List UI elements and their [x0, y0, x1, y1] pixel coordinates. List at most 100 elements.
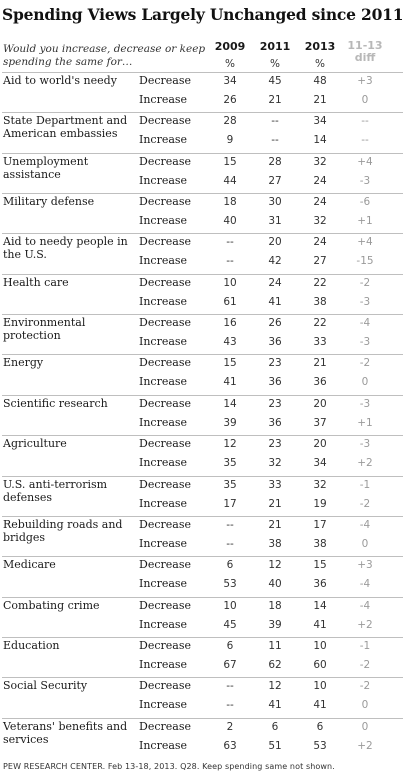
value-cell: 11 [268, 639, 282, 652]
row-divider [2, 354, 403, 356]
value-cell: 6 [226, 639, 234, 652]
row-item-label: Scientific research [3, 396, 108, 410]
survey-question: Would you increase, decrease or keep spe… [3, 43, 206, 68]
row-item-label: U.S. anti-terrorism defenses [3, 477, 108, 504]
row-type-decrease: Decrease [139, 679, 191, 693]
diff-header-line2: diff [354, 51, 376, 64]
row-item-label: Aid to needy people in the U.S. [3, 235, 128, 262]
row-item-label: State Department and American embassies [3, 114, 128, 141]
diff-cell: -4 [359, 599, 371, 612]
row-divider [2, 193, 403, 195]
row-divider [2, 152, 403, 154]
row-type-decrease: Decrease [139, 154, 191, 168]
row-item-label: Education [3, 638, 60, 652]
row-item-label: Social Security [3, 679, 88, 693]
diff-cell: 0 [361, 537, 369, 550]
value-cell: 9 [226, 134, 234, 147]
value-cell: 27 [313, 255, 327, 268]
value-cell: 61 [223, 295, 237, 308]
diff-cell: -6 [359, 196, 371, 209]
value-cell: 12 [268, 559, 282, 572]
table-row: Aid to needy people in the U.S. Decrease -… [0, 233, 405, 273]
value-cell: 24 [313, 174, 327, 187]
row-type-decrease: Decrease [139, 356, 191, 370]
unit-label-2009: % [225, 58, 235, 70]
row-divider [2, 596, 403, 598]
diff-cell: -2 [359, 276, 371, 289]
table-row: Energy Decrease 15 23 21 -2 Increase 41 36 36 0 [0, 354, 405, 394]
row-type-decrease: Decrease [139, 316, 191, 330]
row-divider [2, 636, 403, 638]
row-type-increase: Increase [139, 93, 188, 106]
row-type-decrease: Decrease [139, 598, 191, 612]
row-type-decrease: Decrease [139, 114, 191, 128]
value-cell: 41 [223, 376, 237, 389]
table-row: Health care Decrease 10 24 22 -2 Increase 61 41 3… [0, 273, 405, 314]
value-cell: 17 [313, 518, 327, 531]
row-type-increase: Increase [139, 617, 188, 631]
value-cell: 28 [223, 115, 237, 128]
value-cell: 38 [268, 537, 282, 550]
value-cell: 30 [268, 196, 282, 209]
value-cell: 23 [268, 357, 282, 370]
row-item-label: Medicare [3, 558, 56, 572]
value-cell: 37 [313, 416, 327, 429]
value-cell: 21 [268, 518, 282, 531]
value-cell: 62 [268, 658, 282, 671]
row-item-label: Military defense [3, 195, 95, 209]
chart-title: Spending Views Largely Unchanged since 2… [2, 5, 404, 24]
table-row: Rebuilding roads and bridges Decrease -- 21… [0, 515, 405, 556]
value-cell: -- [226, 518, 234, 531]
diff-cell: -2 [359, 497, 371, 510]
value-cell: 53 [223, 578, 237, 591]
row-type-decrease: Decrease [139, 638, 191, 652]
diff-cell: 0 [361, 376, 369, 389]
value-cell: 24 [313, 196, 327, 209]
table-row: Medicare Decrease 6 12 15 +3 Increase 53 40 36 -4 [0, 556, 405, 596]
value-cell: 67 [223, 658, 237, 671]
value-cell: 31 [268, 215, 282, 228]
value-cell: 32 [313, 478, 327, 491]
row-divider [2, 435, 403, 437]
value-cell: 27 [268, 174, 282, 187]
value-cell: 2 [226, 720, 234, 733]
row-item-label: Agriculture [3, 437, 67, 451]
row-divider [2, 314, 403, 316]
value-cell: 20 [268, 236, 282, 249]
table-row: Veterans' benefits and services Decrease 2… [0, 717, 405, 758]
value-cell: 10 [223, 599, 237, 612]
diff-cell: -3 [359, 336, 371, 349]
value-cell: 38 [313, 537, 327, 550]
table-row: Combating crime Decrease 10 18 14 -4 Increase 4… [0, 596, 405, 637]
value-cell: 10 [313, 639, 327, 652]
row-item-label: Environmental protection [3, 316, 86, 343]
unit-label-2011: % [270, 58, 280, 70]
value-cell: -- [271, 134, 279, 147]
value-cell: 38 [313, 295, 327, 308]
diff-cell: -1 [359, 478, 371, 491]
value-cell: 18 [223, 196, 237, 209]
row-type-decrease: Decrease [139, 719, 191, 733]
value-cell: 53 [313, 739, 327, 752]
row-type-increase: Increase [139, 294, 188, 308]
diff-cell: -15 [356, 255, 374, 268]
value-cell: 48 [313, 75, 327, 87]
row-type-decrease: Decrease [139, 195, 191, 209]
row-type-increase: Increase [139, 738, 188, 752]
row-divider [2, 556, 403, 558]
value-cell: 21 [313, 94, 327, 106]
table-row: Agriculture Decrease 12 23 20 -3 Increase 35 32 3… [0, 435, 405, 475]
diff-header-line1: 11-13 [347, 39, 383, 52]
value-cell: 15 [223, 357, 237, 370]
value-cell: 63 [223, 739, 237, 752]
diff-cell: +2 [357, 457, 373, 470]
table-row: Unemployment assistance Decrease 15 28 32 +4 I… [0, 152, 405, 193]
row-item-label: Veterans' benefits and services [3, 719, 128, 746]
diff-cell: -3 [359, 438, 371, 451]
table-row: Social Security Decrease -- 12 10 -2 Increase -… [0, 677, 405, 717]
row-divider [2, 394, 403, 396]
table-row: Education Decrease 6 11 10 -1 Increase 67 62 60 -2 [0, 636, 405, 677]
row-type-decrease: Decrease [139, 517, 191, 531]
value-cell: 26 [223, 94, 237, 106]
diff-cell: +4 [357, 155, 373, 168]
